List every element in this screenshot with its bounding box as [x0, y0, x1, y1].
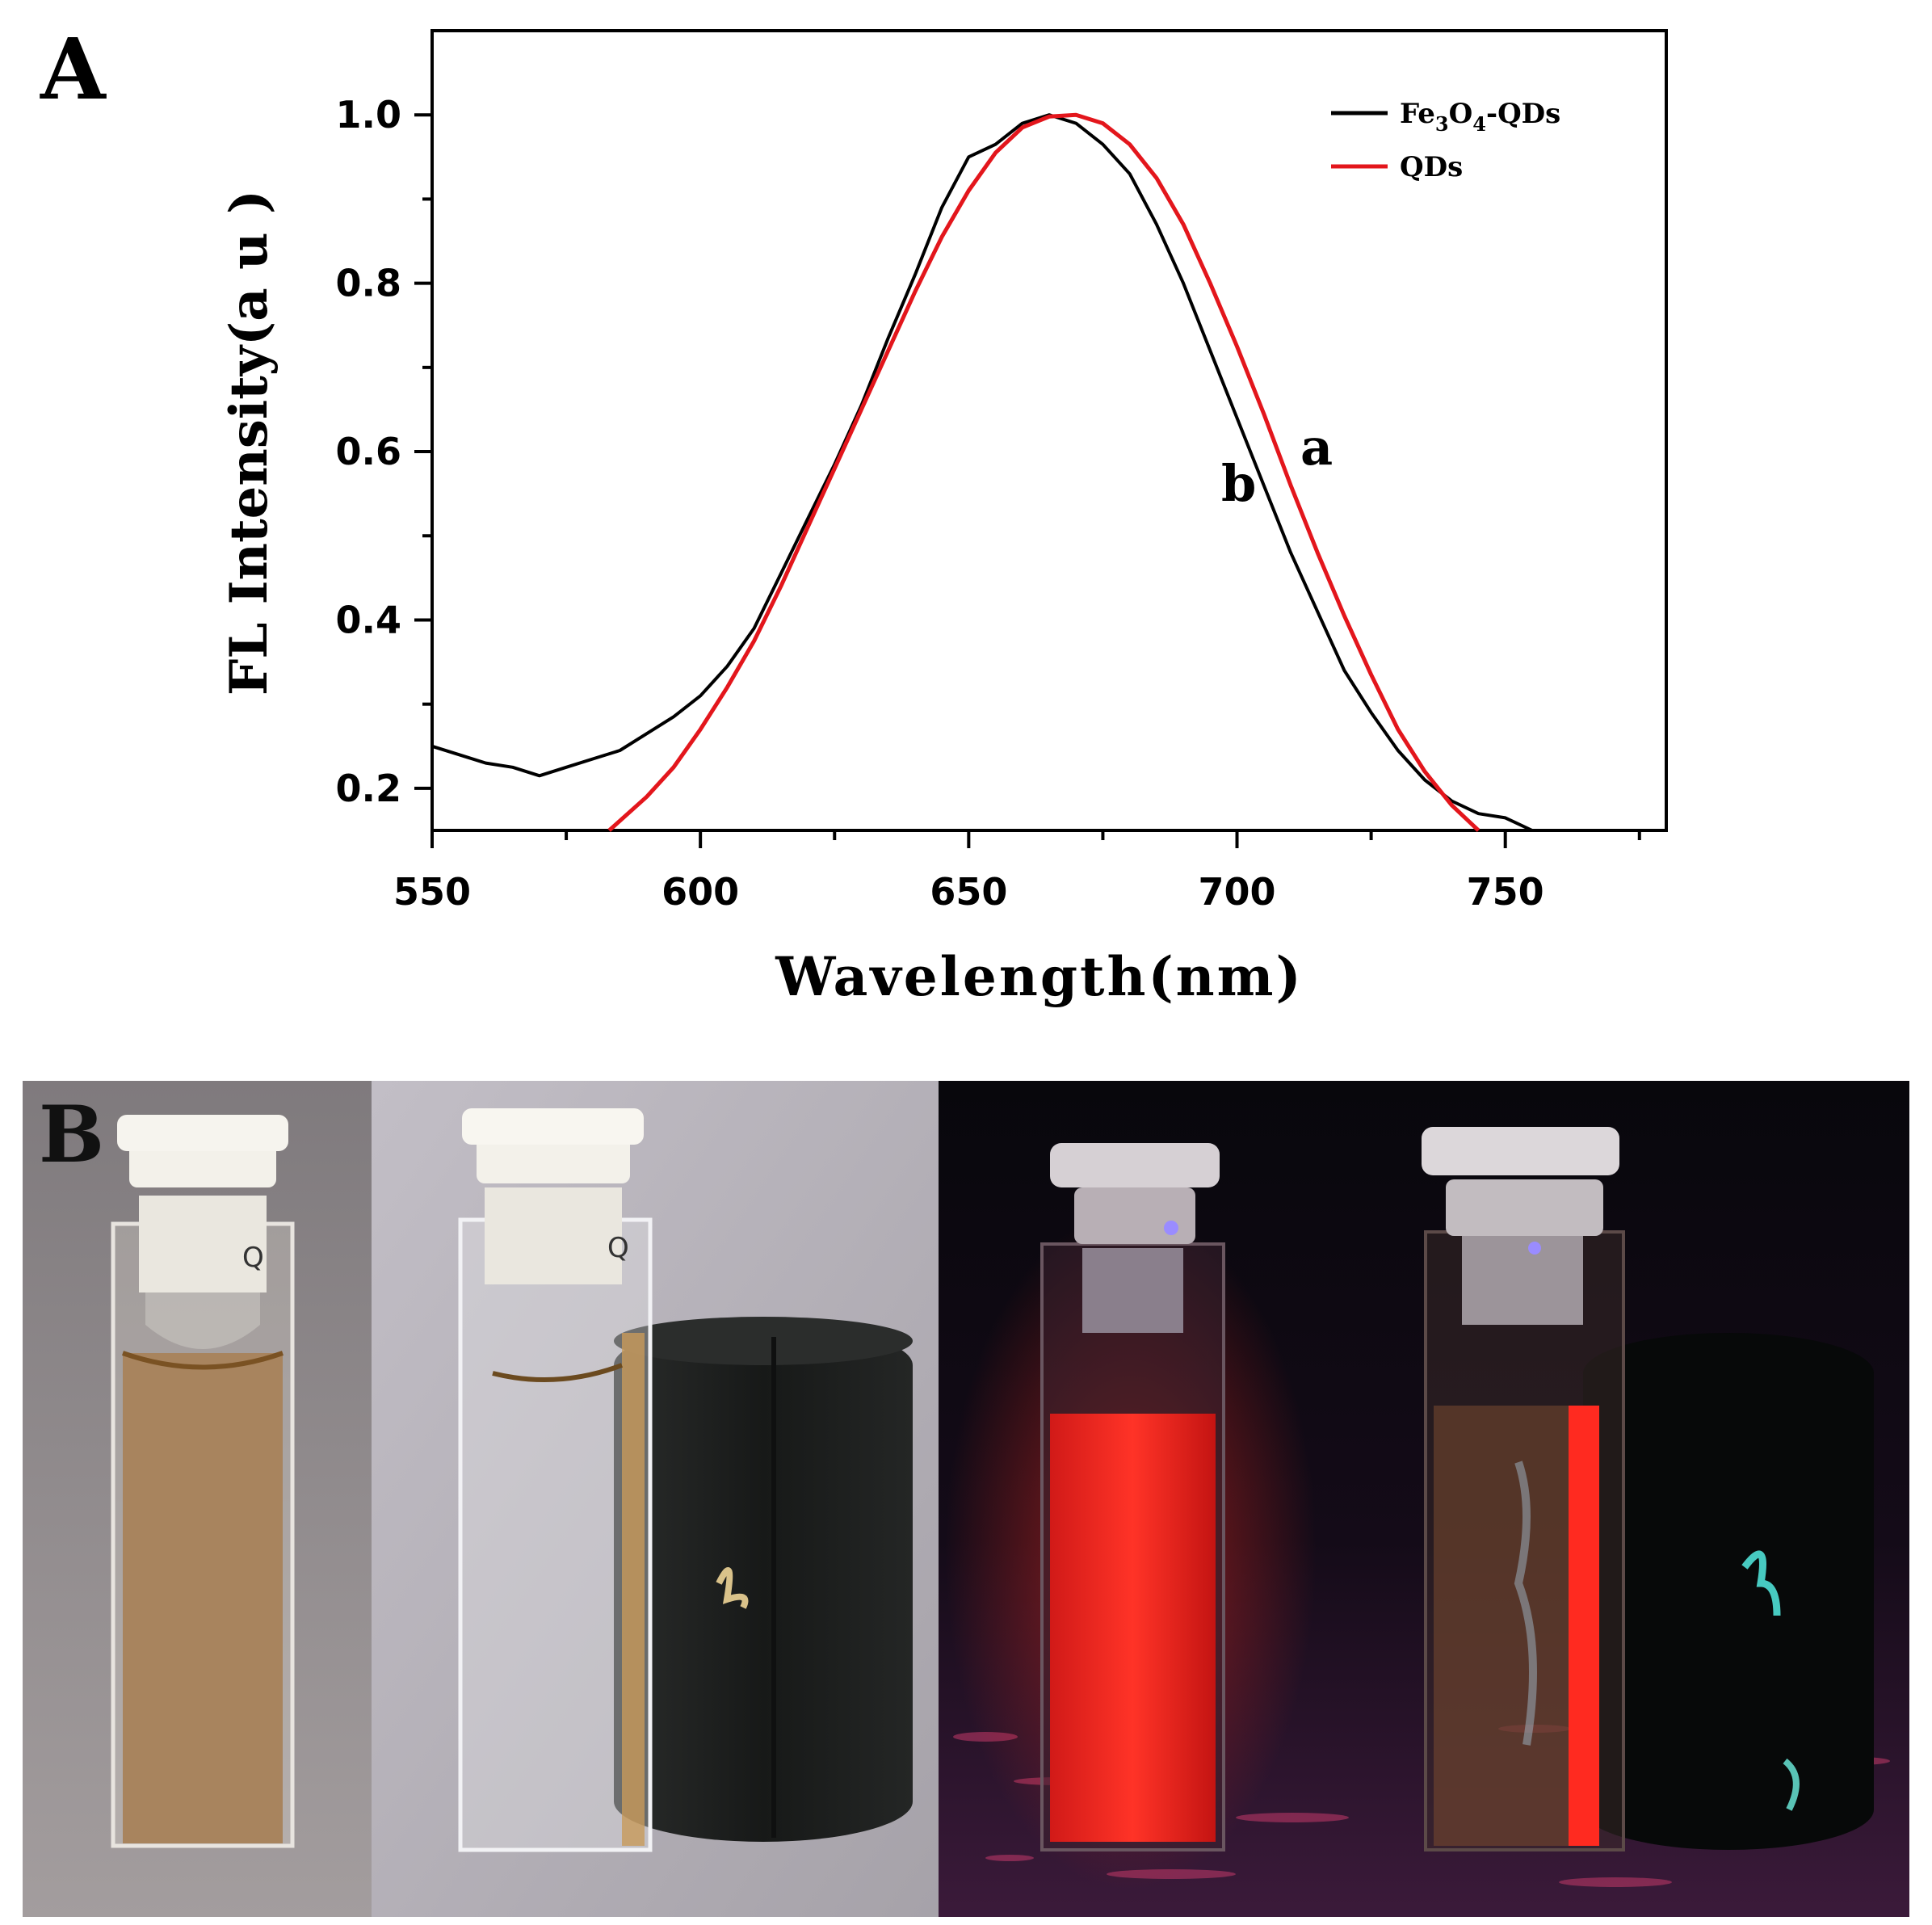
x-tick-label: 600 — [662, 870, 739, 914]
series-line-fe3o4-qds — [431, 113, 1533, 832]
x-tick-label: 650 — [930, 870, 1007, 914]
y-tick-label: 1.0 — [336, 93, 402, 137]
cuvette-2: Q — [458, 1108, 913, 1852]
curve-label-a: a — [1300, 418, 1333, 477]
curve-label-b: b — [1221, 454, 1256, 513]
plot-frame — [430, 29, 1668, 832]
y-axis-title: FL Intensity(a u ) — [219, 190, 279, 696]
legend-label-fe3o4-qds: Fe3O4-QDs — [1400, 98, 1560, 136]
panel-b-photo: Q Q — [23, 1081, 1909, 1917]
magnet — [614, 1325, 913, 1842]
cuvette-4 — [1422, 1127, 1874, 1851]
y-tick-label: 0.4 — [336, 598, 402, 641]
cuvette-mark-2: Q — [607, 1232, 629, 1264]
x-tick-label: 750 — [1467, 870, 1544, 914]
curves — [431, 112, 1533, 832]
cuvette-1: Q — [111, 1115, 295, 1848]
x-tick-label: 700 — [1199, 870, 1276, 914]
panel-a: A 550 600 650 700 750 0.2 0.4 0.6 0.8 1.0 Wavele… — [40, 19, 1668, 1008]
chart: 550 600 650 700 750 0.2 0.4 0.6 0.8 1.0 Waveleng… — [219, 29, 1668, 1008]
cuvette-3 — [945, 1143, 1317, 1890]
legend: Fe3O4-QDs QDs — [1331, 98, 1560, 183]
panel-b-label: B — [39, 1089, 104, 1180]
series-line-qds — [607, 112, 1480, 832]
y-tick-label: 0.2 — [336, 767, 402, 810]
x-axis-title: Wavelength(nm) — [775, 945, 1303, 1008]
x-axis-ticks: 550 600 650 700 750 — [393, 830, 1641, 914]
y-axis-ticks: 0.2 0.4 0.6 0.8 1.0 — [336, 93, 432, 810]
x-tick-label: 550 — [393, 870, 471, 914]
panel-a-label: A — [40, 19, 107, 119]
amber-solution — [123, 1353, 283, 1843]
y-tick-label: 0.8 — [336, 262, 402, 305]
legend-label-qds: QDs — [1400, 151, 1463, 183]
y-tick-label: 0.6 — [336, 430, 402, 473]
cuvette-mark: Q — [242, 1242, 264, 1274]
red-fluorescence — [1050, 1414, 1216, 1842]
